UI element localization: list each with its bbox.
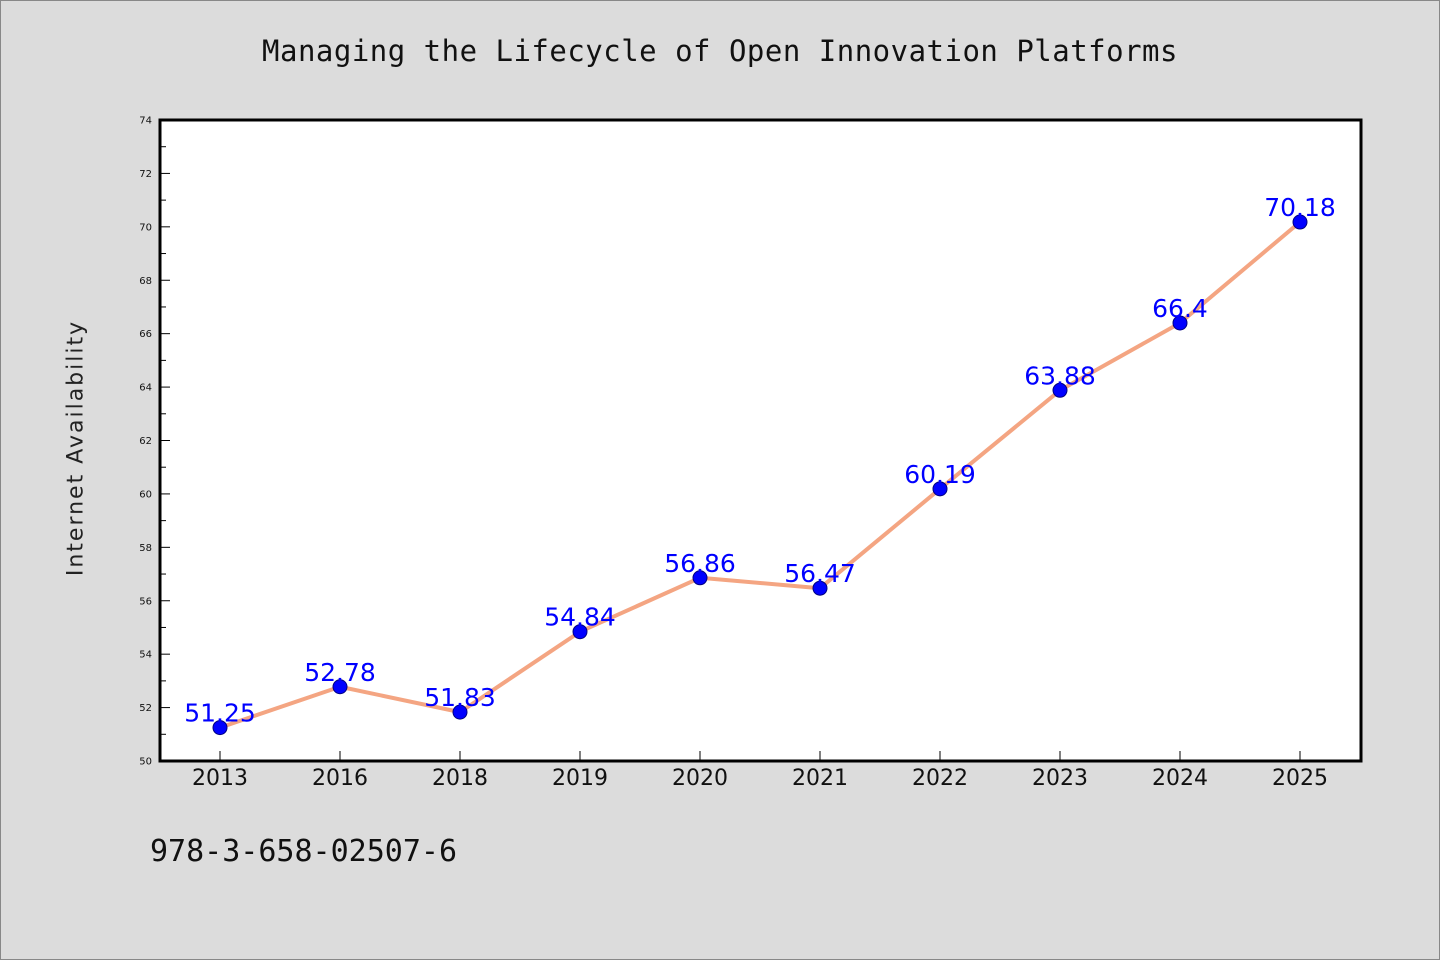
- x-tick-label: 2022: [912, 766, 968, 791]
- data-label: 70.18: [1264, 193, 1336, 222]
- data-point-marker: [572, 624, 588, 640]
- data-label: 54.84: [544, 603, 616, 632]
- data-label: 66.4: [1152, 294, 1208, 323]
- y-tick-label: 70: [139, 222, 152, 233]
- y-tick-label: 50: [139, 757, 152, 768]
- series-markers: [212, 214, 1308, 736]
- data-labels: 51.25 52.78 51.83 54.84 56.86 56.47 60.19 63.88…: [184, 193, 1336, 728]
- data-point-marker: [932, 481, 948, 497]
- data-point-marker: [332, 679, 348, 695]
- series-line-group: [218, 220, 1302, 730]
- isbn-label: 978-3-658-02507-6: [150, 834, 458, 869]
- y-tick-label: 72: [139, 169, 152, 180]
- data-point-marker: [452, 704, 468, 720]
- y-axis: 50 52 54 56 58 60 62 64 66 68 70 72 74: [139, 116, 170, 768]
- data-label: 60.19: [904, 460, 976, 489]
- data-point-marker: [692, 570, 708, 586]
- data-label: 52.78: [304, 658, 376, 687]
- x-tick-label: 2018: [432, 766, 488, 791]
- data-point-marker: [212, 720, 228, 736]
- y-tick-label: 56: [139, 596, 152, 607]
- x-tick-label: 2025: [1272, 766, 1328, 791]
- y-tick-label: 74: [139, 116, 152, 127]
- y-tick-label: 66: [139, 329, 152, 340]
- x-tick-label: 2019: [552, 766, 608, 791]
- y-tick-label: 64: [139, 383, 152, 394]
- data-point-marker: [1292, 214, 1308, 230]
- data-label: 51.83: [424, 683, 496, 712]
- y-tick-label: 68: [139, 276, 152, 287]
- x-tick-label: 2013: [192, 766, 248, 791]
- plot-area: [158, 118, 1363, 763]
- y-tick-label: 62: [139, 436, 152, 447]
- y-tick-label: 54: [139, 650, 152, 661]
- data-point-marker: [812, 580, 828, 596]
- data-point-marker: [1052, 382, 1068, 398]
- series-line: [218, 220, 1302, 730]
- x-tick-label: 2023: [1032, 766, 1088, 791]
- x-tick-label: 2024: [1152, 766, 1208, 791]
- data-label: 63.88: [1024, 361, 1096, 390]
- x-tick-label: 2016: [312, 766, 368, 791]
- data-point-marker: [1172, 315, 1188, 331]
- x-axis: 2013 2016 2018 2019 2020 2021 2022 2023 2024 2025: [192, 751, 1328, 791]
- data-label: 56.86: [664, 549, 736, 578]
- y-tick-label: 58: [139, 543, 152, 554]
- y-tick-label: 60: [139, 489, 152, 500]
- x-tick-label: 2020: [672, 766, 728, 791]
- x-tick-label: 2021: [792, 766, 848, 791]
- chart-title: Managing the Lifecycle of Open Innovatio…: [262, 34, 1178, 68]
- y-tick-label: 52: [139, 703, 152, 714]
- data-label: 56.47: [784, 559, 856, 588]
- data-label: 51.25: [184, 699, 256, 728]
